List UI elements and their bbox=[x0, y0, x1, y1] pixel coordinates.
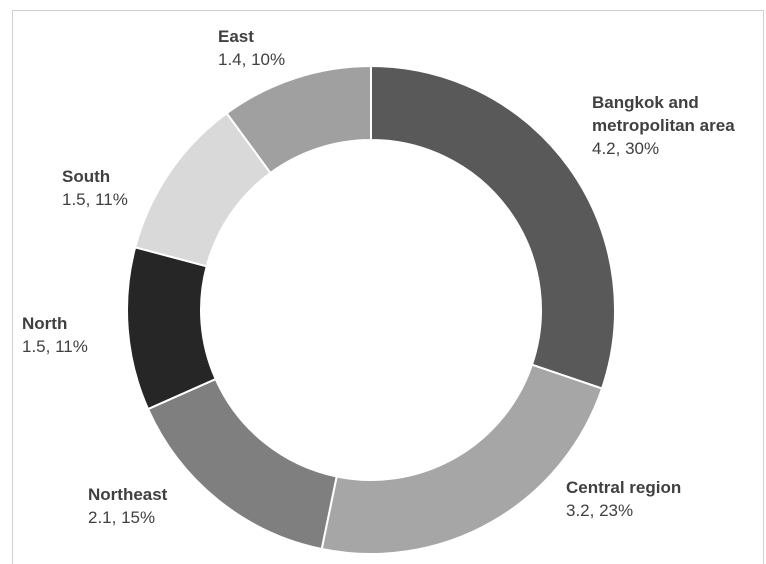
label-north-value: 1.5, 11% bbox=[22, 337, 88, 356]
label-east: East 1.4, 10% bbox=[218, 25, 285, 71]
donut-slice-north bbox=[126, 246, 217, 411]
label-northeast: Northeast 2.1, 15% bbox=[88, 483, 167, 529]
label-north: North 1.5, 11% bbox=[22, 312, 88, 358]
label-east-name: East bbox=[218, 27, 254, 46]
label-central-value: 3.2, 23% bbox=[566, 501, 634, 520]
donut-slice-bangkok-and-metropolitan-area bbox=[370, 64, 616, 390]
label-bangkok-value: 4.2, 30% bbox=[592, 139, 660, 158]
label-central: Central region 3.2, 23% bbox=[566, 476, 681, 522]
label-northeast-name: Northeast bbox=[88, 485, 168, 504]
donut-slice-east bbox=[225, 64, 372, 175]
label-south: South 1.5, 11% bbox=[62, 165, 128, 211]
label-south-name: South bbox=[62, 167, 111, 186]
label-northeast-value: 2.1, 15% bbox=[88, 508, 156, 527]
label-bangkok-name-1: Bangkok and bbox=[592, 93, 699, 112]
label-south-value: 1.5, 11% bbox=[62, 190, 128, 209]
label-north-name: North bbox=[22, 314, 68, 333]
label-bangkok: Bangkok and metropolitan area 4.2, 30% bbox=[592, 91, 735, 160]
label-bangkok-name-2: metropolitan area bbox=[592, 116, 735, 135]
donut-slice-northeast bbox=[146, 377, 338, 551]
label-east-value: 1.4, 10% bbox=[218, 50, 286, 69]
donut-slice-central-region bbox=[320, 363, 604, 555]
label-central-name: Central region bbox=[566, 478, 682, 497]
